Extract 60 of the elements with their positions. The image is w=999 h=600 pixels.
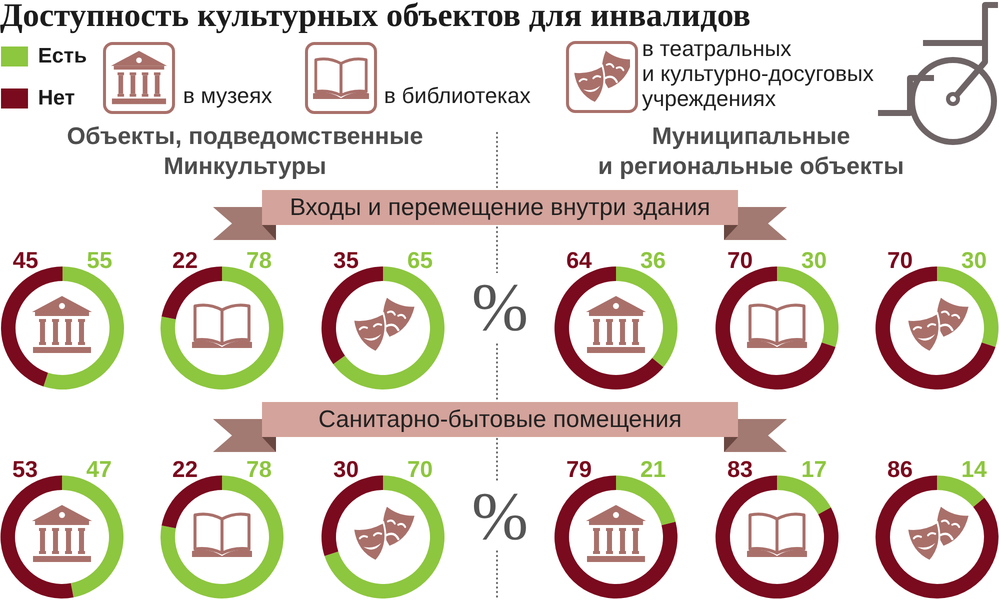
text: в театральных и культурно-досуговых учреждениях (642, 36, 874, 111)
data-label: 22 (172, 247, 198, 273)
donut-slice (937, 266, 998, 348)
text: % (470, 478, 530, 554)
data-label: 36 (640, 247, 666, 273)
data-label: 21 (640, 456, 666, 482)
donut-slice (937, 476, 984, 508)
donut-slice (876, 476, 998, 598)
donut-slice (333, 266, 444, 390)
donut-slice (876, 266, 996, 390)
donut-slice (160, 476, 284, 598)
donut-slice (162, 476, 222, 528)
data-label: 30 (961, 247, 987, 273)
donut-slice (716, 476, 838, 598)
text: Входы и перемещение внутри здания (262, 190, 738, 225)
data-label: 30 (333, 456, 359, 482)
data-label: 70 (407, 456, 433, 482)
data-label: 30 (801, 247, 827, 273)
donut-slice (0, 476, 74, 598)
donut-slice (322, 476, 383, 556)
donut-slice (62, 476, 124, 598)
data-label: 47 (86, 456, 112, 482)
text: % (470, 269, 530, 345)
data-label: 70 (727, 247, 753, 273)
text: в музеях (183, 83, 272, 108)
data-label: 78 (246, 456, 272, 482)
donut-slice (554, 266, 664, 390)
data-label: 83 (727, 456, 753, 482)
data-label: 14 (961, 456, 987, 482)
data-label: 55 (86, 247, 112, 273)
donut-slice (777, 476, 831, 514)
legend-label: Нет (38, 86, 74, 110)
data-label: 78 (246, 247, 272, 273)
text: в библиотеках (384, 83, 531, 108)
data-label: 64 (566, 247, 592, 273)
donut-slice (554, 476, 678, 598)
text: Санитарно-бытовые помещения (262, 402, 738, 437)
data-label: 17 (801, 456, 827, 482)
data-label: 79 (566, 456, 592, 482)
data-label: 70 (887, 247, 913, 273)
donut-slice (162, 266, 222, 320)
donut-slice (616, 266, 678, 368)
data-label: 86 (887, 456, 913, 482)
donut-slice (716, 266, 836, 390)
legend-label: Есть (38, 44, 86, 68)
donut-slice (322, 266, 383, 364)
donut-slice (42, 266, 124, 390)
data-label: 22 (172, 456, 198, 482)
donut-slice (324, 476, 444, 598)
data-label: 53 (12, 456, 38, 482)
donut-slice (777, 266, 838, 348)
text: Объекты, подведомственные Минкультуры (66, 122, 424, 182)
data-label: 45 (12, 247, 38, 273)
text: Муниципальные и региональные объекты (597, 122, 905, 182)
data-label: 35 (333, 247, 359, 273)
donut-slice (160, 266, 284, 390)
data-label: 65 (407, 247, 433, 273)
text: Доступность культурных объектов для инвалидов (0, 0, 751, 34)
donut-slice (616, 476, 676, 526)
donut-slice (0, 266, 62, 386)
